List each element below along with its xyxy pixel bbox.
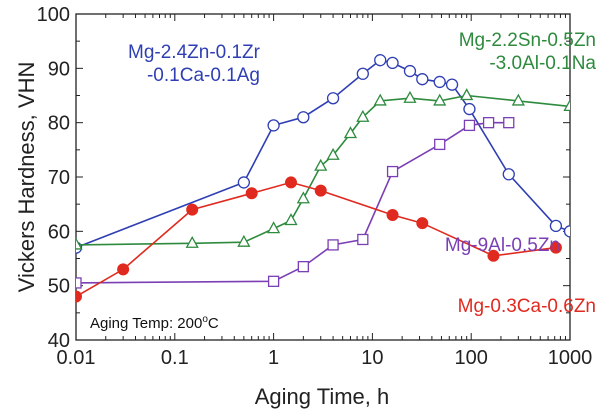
series-zn-zr-ca-ag	[76, 54, 570, 254]
data-point	[356, 67, 369, 80]
data-point	[563, 225, 570, 238]
y-tick-label: 80	[48, 113, 70, 135]
data-point	[245, 187, 258, 200]
y-tick-label: 90	[48, 58, 70, 80]
series-al-zn	[76, 117, 515, 289]
data-point	[186, 203, 199, 216]
data-point	[511, 93, 525, 106]
data-point	[267, 275, 280, 287]
data-point	[434, 138, 446, 151]
data-point	[326, 92, 340, 105]
series-line	[76, 181, 557, 298]
x-tick-label: 1000	[548, 347, 593, 369]
data-point	[76, 277, 82, 289]
data-point	[416, 217, 429, 230]
x-tick-label: 10	[361, 347, 383, 369]
data-point	[460, 88, 474, 101]
annotation-suffix: C	[208, 315, 219, 332]
series-label: Mg-2.2Sn-0.5Zn	[459, 30, 596, 51]
aging-temp-annotation: Aging Temp: 200oC	[90, 314, 219, 332]
series-label: Mg-9Al-0.5Zn	[445, 235, 560, 256]
x-tick-label: 1	[268, 347, 279, 369]
y-tick-label: 70	[48, 167, 70, 189]
data-point	[463, 119, 476, 132]
data-point	[386, 209, 399, 222]
data-point	[327, 239, 339, 251]
data-point	[76, 237, 83, 250]
data-point	[502, 168, 515, 181]
data-point	[76, 290, 82, 303]
series-line	[76, 59, 570, 249]
data-point	[403, 64, 417, 78]
data-point	[297, 260, 309, 273]
series-label: Mg-2.4Zn-0.1Zr	[128, 42, 261, 63]
data-point	[433, 93, 447, 106]
data-point	[267, 221, 281, 234]
data-point	[487, 249, 500, 262]
data-point	[549, 219, 563, 233]
data-point	[267, 119, 280, 132]
series-label: -3.0Al-0.1Na	[489, 53, 596, 74]
data-point	[314, 158, 328, 171]
annotation-prefix: Aging Temp: 200	[90, 315, 202, 332]
x-tick-label: 0.01	[57, 347, 96, 369]
data-point	[314, 184, 327, 197]
data-point	[284, 176, 297, 189]
y-tick-label: 50	[48, 276, 70, 298]
data-point	[445, 78, 459, 91]
x-axis-title: Aging Time, h	[255, 384, 390, 409]
data-point	[237, 234, 251, 247]
data-point	[403, 90, 417, 103]
y-tick-label: 40	[48, 330, 70, 352]
data-point	[356, 109, 370, 122]
series-label: Mg-0.3Ca-0.6Zn	[458, 296, 596, 317]
data-point	[374, 54, 387, 67]
data-point	[416, 73, 429, 86]
data-point	[563, 99, 570, 112]
data-point	[549, 241, 562, 254]
data-point	[482, 117, 495, 129]
data-point	[373, 93, 387, 106]
series-sn-zn-al-na	[76, 88, 570, 250]
data-point	[326, 147, 340, 160]
data-point	[296, 191, 310, 204]
data-point	[433, 75, 446, 89]
series-line	[76, 121, 509, 284]
data-point	[185, 235, 199, 248]
series-ca-zn	[76, 176, 562, 303]
x-tick-label: 100	[455, 347, 488, 369]
data-point	[357, 233, 369, 246]
data-point	[284, 213, 298, 226]
data-point	[386, 165, 399, 178]
y-tick-label: 60	[48, 221, 70, 243]
y-axis-title: Vickers Hardness, VHN	[14, 62, 39, 293]
data-point	[297, 111, 310, 124]
data-point	[343, 126, 358, 139]
annotation-superscript: o	[202, 314, 208, 325]
data-point	[117, 263, 130, 276]
data-point	[386, 56, 399, 70]
series-line	[76, 94, 570, 246]
data-point	[503, 117, 515, 129]
series-label: -0.1Ca-0.1Ag	[147, 65, 260, 86]
data-point	[237, 176, 251, 189]
y-tick-label: 100	[37, 4, 70, 26]
data-point	[463, 102, 476, 116]
x-tick-label: 0.1	[161, 347, 189, 369]
